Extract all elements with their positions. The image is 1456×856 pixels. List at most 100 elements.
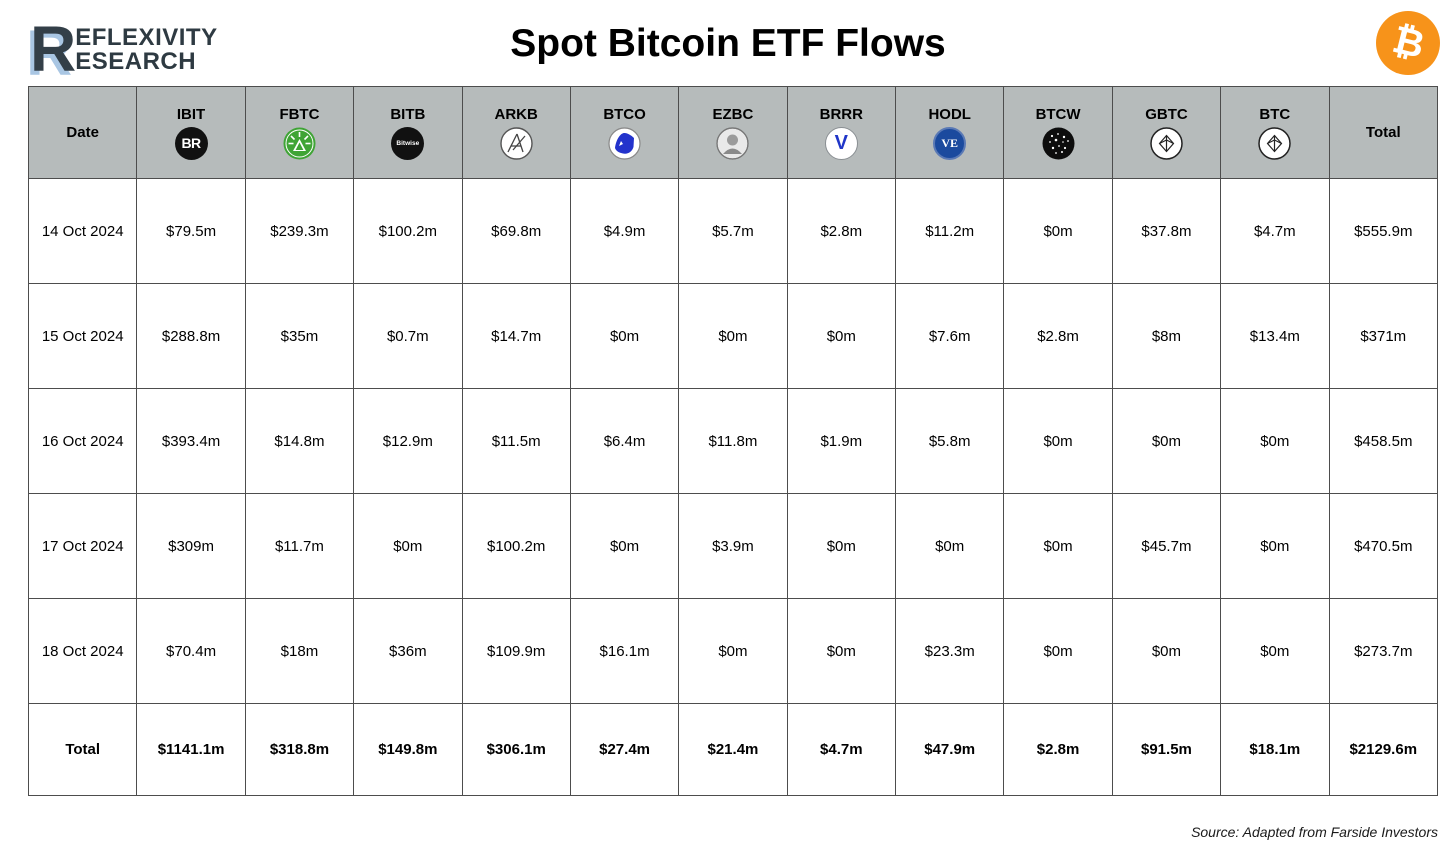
flow-cell: $309m	[136, 493, 246, 599]
total-cell: $4.7m	[786, 703, 897, 796]
col-header-fbtc: FBTC	[244, 86, 355, 179]
col-label-total: Total	[1365, 124, 1401, 141]
header-row: Date IBIT BR FBTC BITB Bitwise ARKB BTCO	[27, 86, 1438, 179]
flow-cell: $0.7m	[353, 283, 463, 389]
total-row: Total $1141.1m $318.8m $149.8m $306.1m $…	[27, 703, 1438, 796]
etf-flows-table-container: Date IBIT BR FBTC BITB Bitwise ARKB BTCO	[0, 86, 1456, 796]
col-label-btcw: BTCW	[1035, 105, 1081, 123]
flow-cell: $0m	[786, 283, 897, 389]
flow-cell: $4.9m	[569, 178, 680, 284]
flow-cell: $0m	[1220, 388, 1330, 494]
flow-cell: $0m	[894, 493, 1005, 599]
table-row: 16 Oct 2024 $393.4m $14.8m $12.9m $11.5m…	[27, 388, 1438, 494]
row-total-cell: $458.5m	[1328, 388, 1438, 494]
flow-cell: $1.9m	[786, 388, 897, 494]
valkyrie-icon: V	[824, 126, 858, 160]
flow-cell: $11.8m	[678, 388, 788, 494]
grayscale-mini-icon	[1258, 126, 1292, 160]
flow-cell: $0m	[1003, 178, 1113, 284]
reflexivity-research-logo: R EFLEXIVITY ESEARCH	[30, 13, 218, 85]
flow-cell: $36m	[353, 598, 463, 704]
col-label-btc: BTC	[1259, 105, 1291, 123]
flow-cell: $0m	[569, 493, 680, 599]
flow-cell: $239.3m	[244, 178, 355, 284]
ark-icon	[499, 126, 533, 160]
date-cell: 15 Oct 2024	[27, 283, 138, 389]
flow-cell: $6.4m	[569, 388, 680, 494]
flow-cell: $109.9m	[461, 598, 571, 704]
col-label-fbtc: FBTC	[279, 105, 320, 123]
flow-cell: $0m	[1220, 598, 1330, 704]
flow-cell: $0m	[1003, 493, 1113, 599]
total-cell: $1141.1m	[136, 703, 246, 796]
col-label-arkb: ARKB	[494, 105, 538, 123]
page-title: Spot Bitcoin ETF Flows	[510, 22, 946, 65]
col-label-hodl: HODL	[928, 105, 971, 123]
franklin-icon	[716, 126, 750, 160]
flow-cell: $0m	[353, 493, 463, 599]
flow-cell: $3.9m	[678, 493, 788, 599]
logo-wordmark: EFLEXIVITY ESEARCH	[75, 23, 218, 76]
flow-cell: $14.7m	[461, 283, 571, 389]
logo-line-1: EFLEXIVITY	[75, 23, 218, 51]
bitcoin-glyph: ₿	[1387, 18, 1429, 68]
logo-line-2: ESEARCH	[75, 48, 197, 76]
total-cell: $149.8m	[353, 703, 463, 796]
flow-cell: $4.7m	[1220, 178, 1330, 284]
col-header-total: Total	[1328, 86, 1438, 179]
flow-cell: $0m	[1111, 598, 1222, 704]
col-header-ezbc: EZBC	[678, 86, 788, 179]
flow-cell: $79.5m	[136, 178, 246, 284]
row-total-cell: $555.9m	[1328, 178, 1438, 284]
table-row: 14 Oct 2024 $79.5m $239.3m $100.2m $69.8…	[27, 178, 1438, 284]
flow-cell: $2.8m	[786, 178, 897, 284]
flow-cell: $0m	[1111, 388, 1222, 494]
total-cell: $306.1m	[461, 703, 571, 796]
col-header-gbtc: GBTC	[1111, 86, 1222, 179]
flow-cell: $13.4m	[1220, 283, 1330, 389]
col-header-hodl: HODL VE	[894, 86, 1005, 179]
col-header-brrr: BRRR V	[786, 86, 897, 179]
total-cell: $21.4m	[678, 703, 788, 796]
flow-cell: $0m	[1003, 598, 1113, 704]
flow-cell: $0m	[786, 598, 897, 704]
col-header-btc: BTC	[1220, 86, 1330, 179]
col-header-btcw: BTCW	[1003, 86, 1113, 179]
wisdomtree-icon	[1042, 127, 1075, 160]
flow-cell: $11.2m	[894, 178, 1005, 284]
flow-cell: $100.2m	[353, 178, 463, 284]
flow-cell: $0m	[786, 493, 897, 599]
vaneck-icon: VE	[933, 126, 967, 160]
col-label-ibit: IBIT	[176, 105, 206, 123]
row-total-cell: $470.5m	[1328, 493, 1438, 599]
flow-cell: $2.8m	[1003, 283, 1113, 389]
col-header-date: Date	[27, 86, 138, 179]
flow-cell: $0m	[569, 283, 680, 389]
flow-cell: $0m	[678, 283, 788, 389]
flow-cell: $11.5m	[461, 388, 571, 494]
date-cell: 17 Oct 2024	[27, 493, 138, 599]
col-header-btco: BTCO	[569, 86, 680, 179]
col-header-arkb: ARKB	[461, 86, 571, 179]
flow-cell: $12.9m	[353, 388, 463, 494]
col-header-ibit: IBIT BR	[136, 86, 246, 179]
flow-cell: $7.6m	[894, 283, 1005, 389]
col-label-btco: BTCO	[603, 105, 646, 123]
invesco-icon	[608, 126, 641, 160]
bitwise-icon: Bitwise	[391, 126, 425, 160]
total-label-cell: Total	[27, 703, 138, 796]
flow-cell: $37.8m	[1111, 178, 1222, 284]
fidelity-icon	[283, 127, 316, 160]
grayscale-icon	[1150, 126, 1183, 160]
col-label-date: Date	[66, 124, 99, 141]
total-cell: $18.1m	[1220, 703, 1330, 796]
col-label-ezbc: EZBC	[712, 105, 754, 123]
total-cell: $27.4m	[569, 703, 680, 796]
logo-letter-r: R	[30, 13, 76, 85]
flow-cell: $35m	[244, 283, 355, 389]
total-cell: $2.8m	[1003, 703, 1113, 796]
flow-cell: $45.7m	[1111, 493, 1222, 599]
source-attribution: Source: Adapted from Farside Investors	[1191, 824, 1438, 840]
flow-cell: $18m	[244, 598, 355, 704]
bitcoin-icon: ₿	[1376, 11, 1440, 75]
